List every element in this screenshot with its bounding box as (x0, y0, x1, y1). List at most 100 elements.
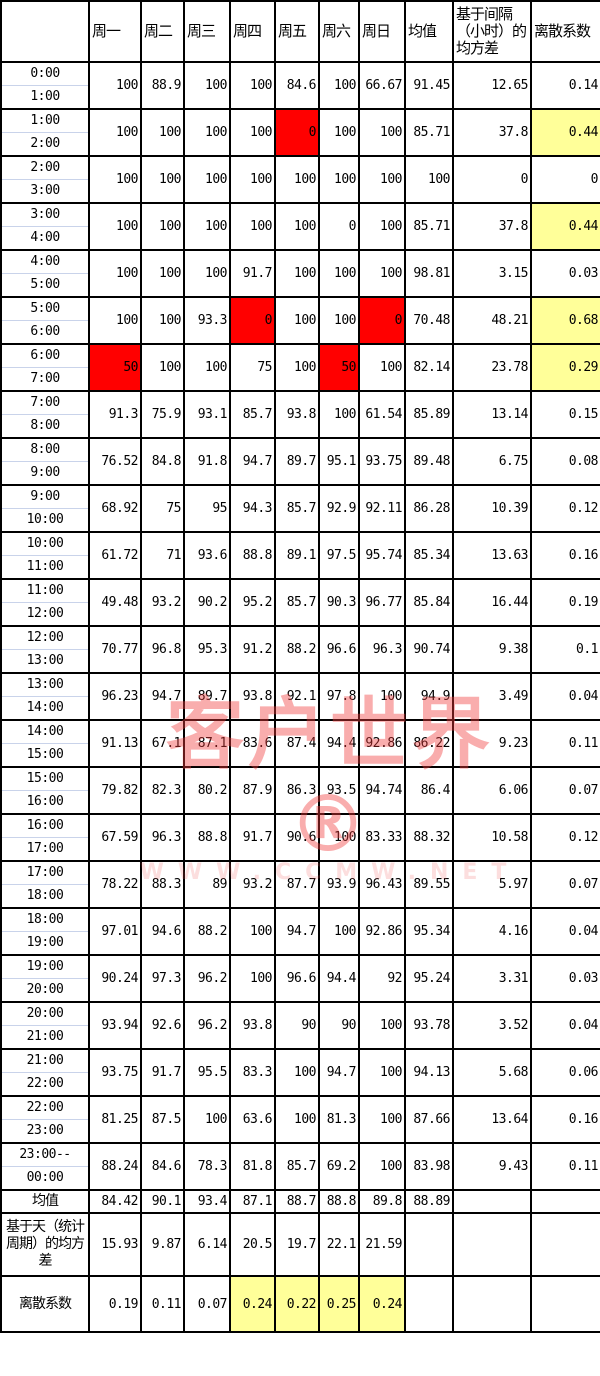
std-cell: 13.14 (452, 390, 532, 439)
header-tue: 周二 (140, 0, 185, 63)
mean-cell: 70.48 (404, 296, 454, 345)
table-row: 14:00 15:00 91.13 67.1 87.1 83.6 87.4 94.4 92.86… (0, 719, 600, 768)
time-end: 14:00 (26, 700, 64, 715)
value-cell: 85.7 (274, 578, 320, 627)
value-cell: 100 (183, 202, 231, 251)
value-cell: 84.8 (140, 437, 185, 486)
value-cell: 93.5 (318, 766, 360, 815)
time-range-cell: 17:00 18:00 (0, 860, 90, 909)
cv-cell: 0.12 (530, 813, 600, 862)
value-cell: 92.9 (318, 484, 360, 533)
value-cell: 70.77 (88, 625, 142, 674)
cv-cell: 0.16 (530, 1095, 600, 1144)
value-cell: 100 (229, 61, 276, 110)
cv-cell: 0.44 (530, 202, 600, 251)
value-cell: 93.8 (229, 1001, 276, 1050)
time-start: 11:00 (26, 583, 64, 598)
value-cell: 89.7 (274, 437, 320, 486)
mean-cell: 89.55 (404, 860, 454, 909)
value-cell: 93.2 (140, 578, 185, 627)
value-cell: 93.1 (183, 390, 231, 439)
time-end: 3:00 (30, 183, 60, 198)
time-start: 16:00 (26, 818, 64, 833)
table-row: 23:00-- 00:00 88.24 84.6 78.3 81.8 85.7 69.2 100… (0, 1142, 600, 1191)
summary-value: 0.24 (229, 1275, 276, 1333)
value-cell: 100 (274, 202, 320, 251)
value-cell: 0 (358, 296, 406, 345)
time-divider (3, 555, 87, 556)
empty-cell (530, 1189, 600, 1214)
value-cell: 100 (229, 954, 276, 1003)
summary-label: 基于天（统计周期）的均方差 (0, 1212, 90, 1277)
value-cell: 93.94 (88, 1001, 142, 1050)
std-cell: 23.78 (452, 343, 532, 392)
value-cell: 100 (183, 1095, 231, 1144)
value-cell: 94.4 (318, 954, 360, 1003)
value-cell: 100 (358, 1001, 406, 1050)
time-end: 4:00 (30, 230, 60, 245)
value-cell: 89 (183, 860, 231, 909)
summary-value: 0.24 (358, 1275, 406, 1333)
empty-cell (452, 1275, 532, 1333)
value-cell: 69.2 (318, 1142, 360, 1191)
std-cell: 6.75 (452, 437, 532, 486)
table-row: 21:00 22:00 93.75 91.7 95.5 83.3 100 94.7 100 94.… (0, 1048, 600, 1097)
table-row: 7:00 8:00 91.3 75.9 93.1 85.7 93.8 100 61.54 85.8… (0, 390, 600, 439)
std-cell: 13.63 (452, 531, 532, 580)
value-cell: 100 (318, 155, 360, 204)
time-start: 3:00 (30, 207, 60, 222)
std-cell: 10.39 (452, 484, 532, 533)
value-cell: 88.2 (183, 907, 231, 956)
time-range-cell: 16:00 17:00 (0, 813, 90, 862)
value-cell: 92.1 (274, 672, 320, 721)
value-cell: 91.8 (183, 437, 231, 486)
empty-cell (530, 1275, 600, 1333)
table-row: 19:00 20:00 90.24 97.3 96.2 100 96.6 94.4 92 95.2… (0, 954, 600, 1003)
value-cell: 0 (274, 108, 320, 157)
value-cell: 81.8 (229, 1142, 276, 1191)
mean-cell: 90.74 (404, 625, 454, 674)
summary-value: 20.5 (229, 1212, 276, 1277)
value-cell: 100 (358, 108, 406, 157)
header-std: 基于间隔（小时）的均方差 (452, 0, 532, 63)
value-cell: 84.6 (274, 61, 320, 110)
value-cell: 100 (318, 296, 360, 345)
corner-cell (0, 0, 90, 63)
std-cell: 9.38 (452, 625, 532, 674)
table-row: 11:00 12:00 49.48 93.2 90.2 95.2 85.7 90.3 96.77… (0, 578, 600, 627)
cv-cell: 0.29 (530, 343, 600, 392)
cv-cell: 0.14 (530, 61, 600, 110)
summary-value: 89.8 (358, 1189, 406, 1214)
cv-cell: 0.03 (530, 954, 600, 1003)
value-cell: 95.2 (229, 578, 276, 627)
summary-value: 9.87 (140, 1212, 185, 1277)
time-range-cell: 11:00 12:00 (0, 578, 90, 627)
table-row: 17:00 18:00 78.22 88.3 89 93.2 87.7 93.9 96.43 89… (0, 860, 600, 909)
value-cell: 100 (358, 155, 406, 204)
time-end: 17:00 (26, 841, 64, 856)
time-range-cell: 20:00 21:00 (0, 1001, 90, 1050)
time-start: 15:00 (26, 771, 64, 786)
time-range-cell: 3:00 4:00 (0, 202, 90, 251)
value-cell: 88.24 (88, 1142, 142, 1191)
time-divider (3, 1072, 87, 1073)
mean-cell: 86.28 (404, 484, 454, 533)
value-cell: 83.3 (229, 1048, 276, 1097)
value-cell: 93.6 (183, 531, 231, 580)
std-cell: 16.44 (452, 578, 532, 627)
value-cell: 100 (183, 155, 231, 204)
value-cell: 90.24 (88, 954, 142, 1003)
time-divider (3, 226, 87, 227)
value-cell: 100 (88, 108, 142, 157)
value-cell: 91.13 (88, 719, 142, 768)
time-range-cell: 9:00 10:00 (0, 484, 90, 533)
value-cell: 0 (318, 202, 360, 251)
value-cell: 92.86 (358, 907, 406, 956)
value-cell: 96.3 (140, 813, 185, 862)
value-cell: 100 (88, 249, 142, 298)
value-cell: 100 (140, 155, 185, 204)
value-cell: 100 (358, 202, 406, 251)
value-cell: 100 (183, 343, 231, 392)
value-cell: 81.25 (88, 1095, 142, 1144)
summary-value: 84.42 (88, 1189, 142, 1214)
